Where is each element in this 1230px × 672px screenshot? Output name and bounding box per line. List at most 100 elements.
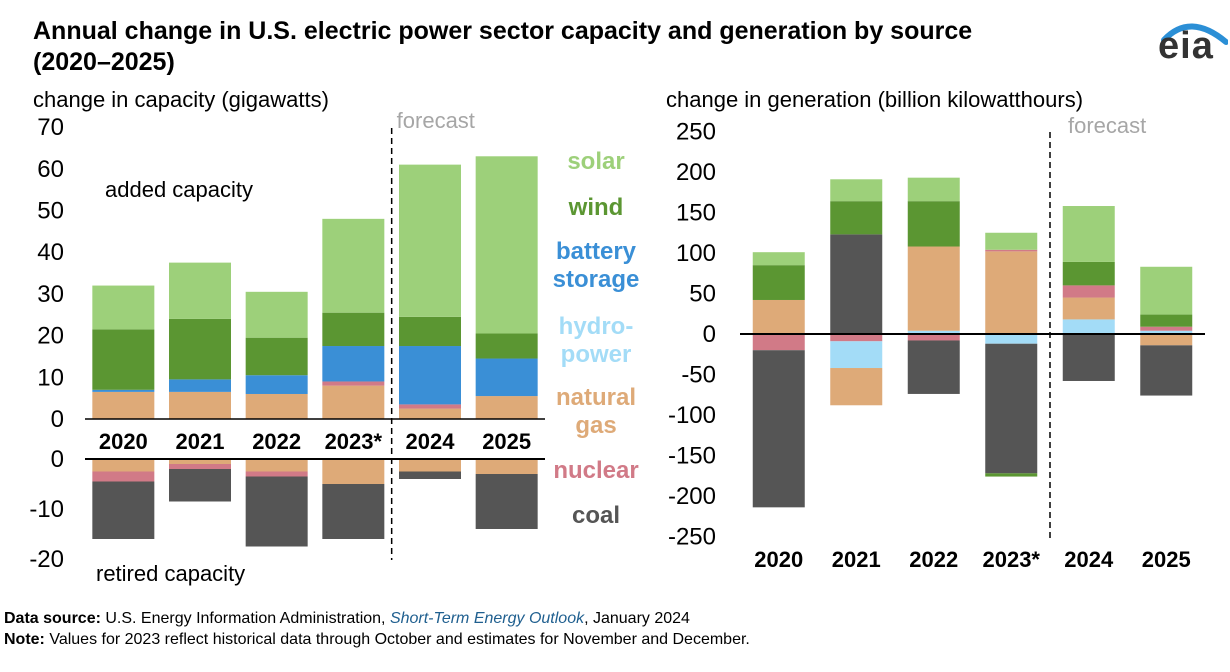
retired-bar-natural-gas-2020 — [92, 459, 155, 472]
right-y-tick: -50 — [681, 362, 716, 389]
added-bar-battery-storage-2022 — [245, 375, 308, 394]
generation-bar-solar-2020 — [752, 252, 805, 266]
generation-bar-nuclear-2024 — [1062, 285, 1115, 298]
legend-item-coal: coal — [526, 502, 666, 530]
added-bar-natural-gas-2020 — [92, 391, 155, 419]
data-source-label: Data source: — [4, 610, 101, 627]
legend-label-line: natural — [555, 384, 636, 411]
generation-bar-nuclear-2025 — [1140, 326, 1193, 331]
added-bar-solar-2021 — [169, 262, 231, 319]
retired-bar-nuclear-2020 — [92, 471, 155, 482]
generation-neg-bar-nuclear-2022 — [907, 334, 960, 341]
added-bar-wind-2022 — [245, 337, 308, 376]
data-source-text: U.S. Energy Information Administration, — [100, 610, 390, 627]
added-bar-wind-2020 — [92, 329, 155, 390]
retired-bar-nuclear-2021 — [169, 464, 231, 469]
legend-label-line: solar — [567, 148, 625, 175]
retired-bar-natural-gas-2023 — [322, 459, 385, 484]
retired-bar-coal-2021 — [169, 469, 231, 502]
retired-bar-coal-2024 — [399, 471, 461, 479]
retired-bar-natural-gas-2024 — [399, 459, 461, 472]
retired-bar-natural-gas-2022 — [245, 459, 308, 472]
left-y-tick-retired: 0 — [51, 446, 64, 473]
generation-neg-bar-coal-2020 — [752, 350, 805, 508]
added-bar-wind-2021 — [169, 318, 231, 380]
generation-bar-solar-2024 — [1062, 206, 1115, 262]
generation-bar-wind-2021 — [830, 201, 883, 235]
right-x-tick-label: 2025 — [1142, 547, 1191, 572]
generation-bar-hydropower-2022 — [907, 330, 960, 334]
added-bar-wind-2024 — [399, 316, 461, 347]
left-y-tick-added: 10 — [37, 364, 64, 391]
added-bar-wind-2025 — [475, 333, 538, 359]
left-chart-subtitle: change in capacity (gigawatts) — [33, 87, 329, 112]
note-label: Note: — [4, 631, 45, 648]
left-x-tick-label: 2023* — [325, 429, 383, 454]
retired-bar-coal-2020 — [92, 481, 155, 539]
added-bar-solar-2022 — [245, 291, 308, 338]
right-x-tick-label: 2023* — [982, 547, 1040, 572]
generation-bar-wind-2020 — [752, 265, 805, 300]
legend-item-wind: wind — [526, 194, 666, 222]
legend-label-line: storage — [552, 266, 640, 293]
left-y-tick-added: 40 — [37, 239, 64, 266]
right-x-tick-label: 2022 — [909, 547, 958, 572]
legend-label-line: gas — [575, 412, 617, 439]
legend-label-line: nuclear — [553, 457, 639, 484]
legend-label-line: battery — [555, 238, 637, 265]
right-y-tick: 50 — [689, 281, 716, 308]
retired-bar-natural-gas-2021 — [169, 459, 231, 464]
right-y-tick: -100 — [668, 402, 716, 429]
left-y-tick-added: 50 — [37, 198, 64, 225]
generation-neg-bar-nuclear-2020 — [752, 334, 805, 351]
right-y-tick: 0 — [703, 321, 716, 348]
legend-label-line: wind — [568, 194, 624, 221]
retired-bar-coal-2022 — [245, 476, 308, 547]
left-x-tick-label: 2024 — [406, 429, 456, 454]
generation-bar-natural-gas-2024 — [1062, 297, 1115, 320]
added-bar-battery-storage-2021 — [169, 379, 231, 392]
added-bar-solar-2025 — [475, 156, 538, 334]
eia-logo: eia — [1158, 25, 1214, 67]
data-source-date: , January 2024 — [584, 610, 690, 627]
added-bar-battery-storage-2023 — [322, 346, 385, 382]
right-x-tick-label: 2020 — [754, 547, 803, 572]
generation-neg-bar-wind-2023 — [985, 473, 1038, 477]
generation-bar-wind-2022 — [907, 201, 960, 247]
left-x-tick-label: 2021 — [176, 429, 225, 454]
added-bar-solar-2020 — [92, 285, 155, 330]
generation-neg-bar-coal-2022 — [907, 340, 960, 394]
right-forecast-label: forecast — [1068, 113, 1146, 138]
generation-neg-bar-hydropower-2023 — [985, 334, 1038, 344]
right-y-tick: -250 — [668, 524, 716, 551]
chart-title: Annual change in U.S. electric power sec… — [33, 17, 973, 76]
left-forecast-label: forecast — [397, 108, 475, 133]
generation-bar-natural-gas-2022 — [907, 246, 960, 331]
generation-bar-natural-gas-2020 — [752, 299, 805, 334]
generation-bar-wind-2025 — [1140, 314, 1193, 327]
legend-label-line: power — [560, 341, 632, 368]
generation-neg-bar-nuclear-2021 — [830, 334, 883, 342]
added-bar-battery-storage-2025 — [475, 358, 538, 397]
generation-bar-solar-2023 — [985, 232, 1038, 250]
left-y-tick-added: 60 — [37, 156, 64, 183]
legend-item-solar: solar — [526, 148, 666, 176]
left-y-tick-added: 70 — [37, 114, 64, 141]
retired-bar-nuclear-2022 — [245, 471, 308, 477]
left-y-tick-added: 30 — [37, 281, 64, 308]
right-x-tick-label: 2024 — [1064, 547, 1114, 572]
legend-item-natural-gas: natural gas — [526, 384, 666, 440]
generation-neg-bar-natural-gas-2025 — [1140, 334, 1193, 346]
generation-bar-wind-2024 — [1062, 261, 1115, 286]
added-bar-solar-2023 — [322, 218, 385, 313]
added-bar-natural-gas-2024 — [399, 408, 461, 419]
right-y-tick: 150 — [676, 200, 716, 227]
added-bar-battery-storage-2020 — [92, 389, 155, 392]
retired-bar-coal-2023 — [322, 484, 385, 539]
generation-bar-hydropower-2024 — [1062, 319, 1115, 334]
eia-logo-arc-icon — [1161, 23, 1228, 45]
left-y-tick-retired: -10 — [29, 496, 64, 523]
left-y-tick-retired: -20 — [29, 546, 64, 573]
right-y-tick: -150 — [668, 443, 716, 470]
added-bar-solar-2024 — [399, 164, 461, 317]
